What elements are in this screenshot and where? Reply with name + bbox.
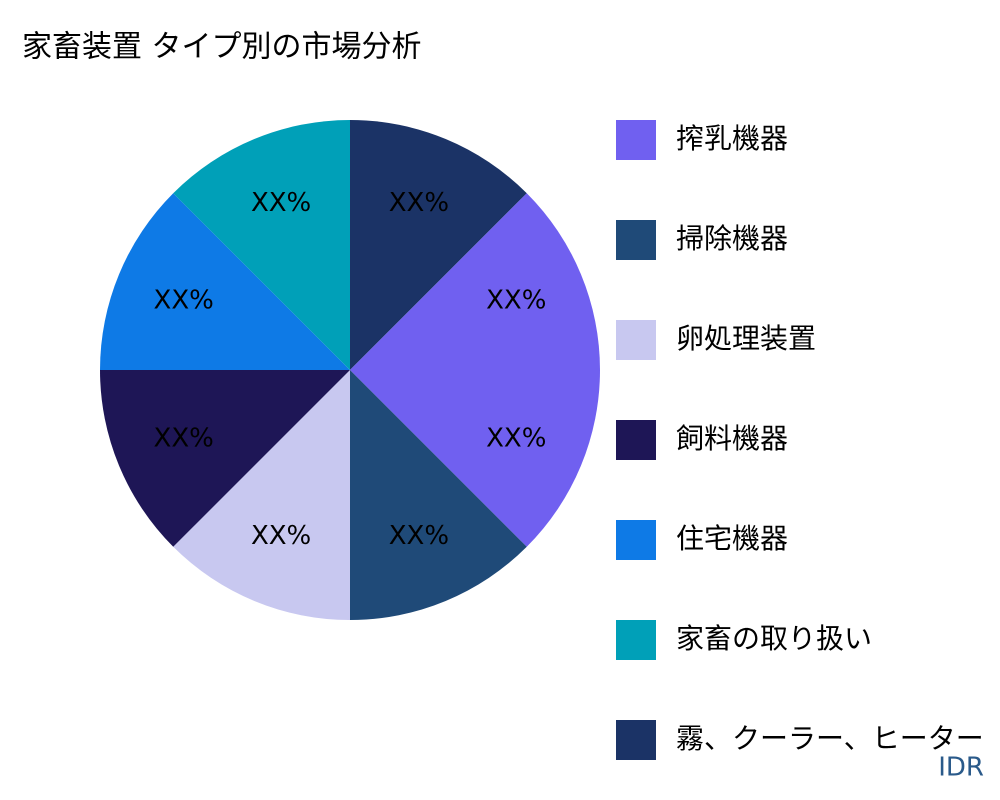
pie-slice [100,370,350,547]
data-label: XX% [251,188,311,218]
legend-swatch [616,620,656,660]
legend-swatch [616,120,656,160]
data-label: XX% [154,423,214,453]
data-label: XX% [389,521,449,551]
pie-slice [173,370,350,620]
legend-label: 掃除機器 [676,222,788,255]
data-label: XX% [251,521,311,551]
legend-label: 搾乳機器 [676,122,788,155]
legend-swatch [616,720,656,760]
legend-swatch [616,520,656,560]
legend-label: 卵処理装置 [676,322,816,355]
chart-title: 家畜装置 タイプ別の市場分析 [22,30,422,65]
legend-swatch [616,320,656,360]
legend-swatch [616,220,656,260]
data-label: XX% [154,286,214,316]
data-label: XX% [389,188,449,218]
watermark: IDR [938,753,984,783]
data-label: XX% [486,286,546,316]
pie-slice [350,370,600,547]
pie-slice [173,120,350,370]
data-label: XX% [486,423,546,453]
legend-label: 霧、クーラー、ヒーター [676,722,984,755]
legend-swatch [616,420,656,460]
pie-slice [100,193,350,370]
legend-label: 住宅機器 [676,522,788,555]
legend-label: 家畜の取り扱い [676,622,872,655]
pie-slice [350,193,600,370]
legend-label: 飼料機器 [676,422,788,455]
pie-slice [350,120,527,370]
pie-slice [350,370,527,620]
